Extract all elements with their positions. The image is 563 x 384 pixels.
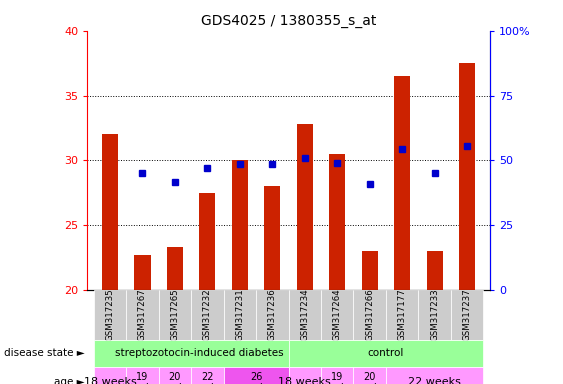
Text: GSM317231: GSM317231 — [235, 288, 244, 341]
Text: GSM317233: GSM317233 — [430, 288, 439, 341]
Bar — [459, 63, 475, 290]
Text: 19
weeks: 19 weeks — [127, 372, 158, 384]
Text: GSM317177: GSM317177 — [397, 288, 406, 341]
Text: 20
weeks: 20 weeks — [354, 372, 385, 384]
Text: 22 weeks: 22 weeks — [408, 377, 461, 384]
Text: 26
weeks: 26 weeks — [241, 372, 271, 384]
Text: GSM317265: GSM317265 — [171, 288, 180, 341]
FancyBboxPatch shape — [451, 290, 483, 340]
Text: GSM317236: GSM317236 — [268, 288, 277, 341]
Bar — [167, 247, 183, 290]
FancyBboxPatch shape — [191, 290, 224, 340]
Bar — [264, 186, 280, 290]
Text: GSM317266: GSM317266 — [365, 288, 374, 341]
FancyBboxPatch shape — [386, 367, 483, 384]
Text: GSM317267: GSM317267 — [138, 288, 147, 341]
Text: disease state ►: disease state ► — [4, 348, 84, 358]
Bar — [199, 193, 216, 290]
FancyBboxPatch shape — [224, 367, 289, 384]
Text: 22
weeks: 22 weeks — [192, 372, 223, 384]
Text: 18 weeks: 18 weeks — [278, 377, 331, 384]
Text: GSM317237: GSM317237 — [463, 288, 472, 341]
FancyBboxPatch shape — [224, 290, 256, 340]
FancyBboxPatch shape — [386, 290, 418, 340]
FancyBboxPatch shape — [126, 367, 159, 384]
FancyBboxPatch shape — [321, 290, 354, 340]
FancyBboxPatch shape — [321, 367, 354, 384]
Bar — [135, 255, 150, 290]
FancyBboxPatch shape — [191, 367, 224, 384]
FancyBboxPatch shape — [354, 367, 386, 384]
Text: GSM317235: GSM317235 — [105, 288, 114, 341]
FancyBboxPatch shape — [289, 340, 483, 367]
FancyBboxPatch shape — [94, 367, 126, 384]
Text: GSM317264: GSM317264 — [333, 288, 342, 341]
FancyBboxPatch shape — [94, 290, 126, 340]
Bar — [361, 251, 378, 290]
Title: GDS4025 / 1380355_s_at: GDS4025 / 1380355_s_at — [201, 14, 376, 28]
Text: age ►: age ► — [54, 377, 84, 384]
Text: 20
weeks: 20 weeks — [159, 372, 190, 384]
Bar — [232, 161, 248, 290]
Text: GSM317234: GSM317234 — [300, 288, 309, 341]
FancyBboxPatch shape — [126, 290, 159, 340]
Text: GSM317232: GSM317232 — [203, 288, 212, 341]
FancyBboxPatch shape — [159, 367, 191, 384]
Text: 19
weeks: 19 weeks — [322, 372, 352, 384]
FancyBboxPatch shape — [354, 290, 386, 340]
FancyBboxPatch shape — [159, 290, 191, 340]
FancyBboxPatch shape — [289, 367, 321, 384]
FancyBboxPatch shape — [418, 290, 451, 340]
Text: control: control — [368, 348, 404, 358]
Bar — [297, 124, 313, 290]
FancyBboxPatch shape — [256, 290, 289, 340]
Text: streptozotocin-induced diabetes: streptozotocin-induced diabetes — [115, 348, 284, 358]
Bar — [394, 76, 410, 290]
Bar — [427, 251, 443, 290]
Text: 18 weeks: 18 weeks — [84, 377, 136, 384]
FancyBboxPatch shape — [94, 340, 289, 367]
Bar — [102, 134, 118, 290]
FancyBboxPatch shape — [289, 290, 321, 340]
Bar — [329, 154, 345, 290]
